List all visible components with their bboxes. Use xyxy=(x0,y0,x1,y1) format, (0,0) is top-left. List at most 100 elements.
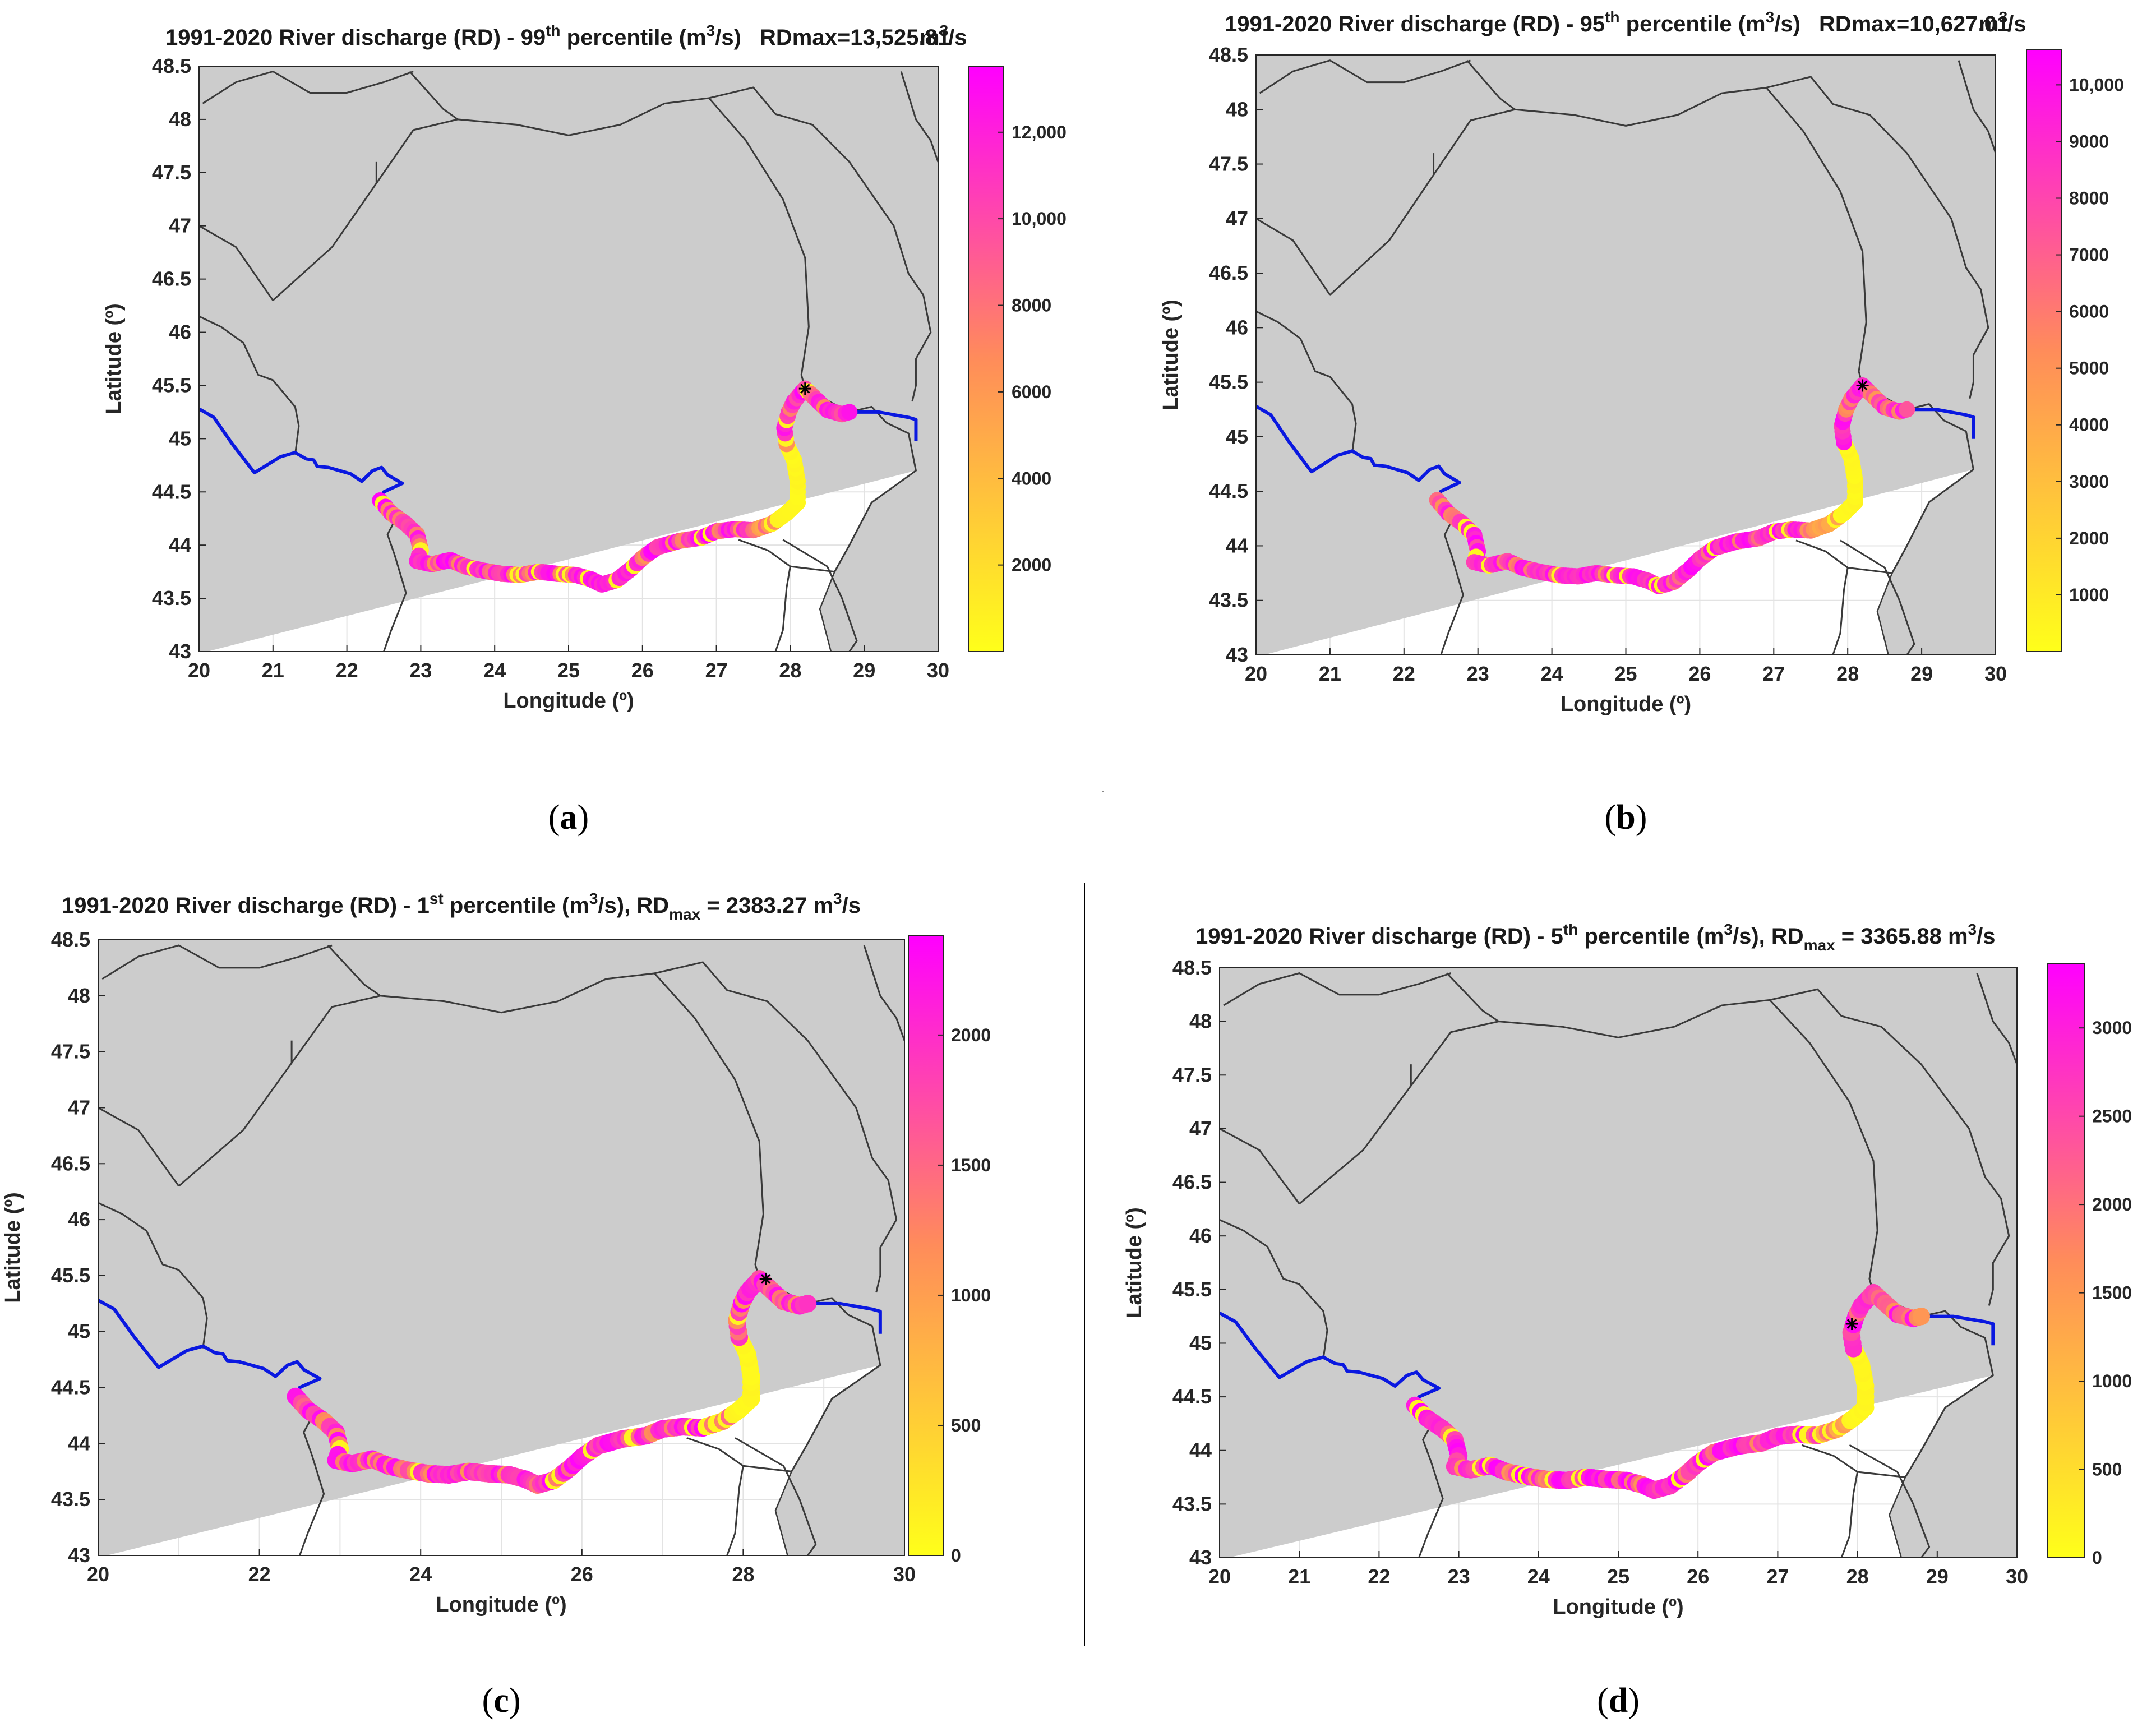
colorbar-tick-label: 0 xyxy=(2092,1548,2102,1568)
panel-b-svg: 20 21 22 23 24 25 26 27 28 29 30 43 43.5 44 44.5 45 45.5… xyxy=(1159,8,2124,837)
colorbar-tick-label: 8000 xyxy=(2069,188,2109,208)
x-tick-label: 24 xyxy=(409,1563,432,1586)
discharge-point xyxy=(1899,401,1915,418)
discharge-point xyxy=(798,1295,817,1313)
discharge-points xyxy=(1429,377,1915,594)
y-tick-label: 47 xyxy=(68,1096,90,1119)
x-tick-label: 22 xyxy=(1368,1565,1390,1588)
country-borders xyxy=(199,70,938,652)
map-layer xyxy=(199,66,938,652)
y-tick-label: 46.5 xyxy=(1172,1171,1212,1194)
y-tick-label: 45 xyxy=(1226,425,1248,448)
y-tick-label: 48.5 xyxy=(51,928,90,951)
x-tick-label: 22 xyxy=(248,1563,271,1586)
x-tick-label: 21 xyxy=(1288,1565,1310,1588)
y-tick-label: 46 xyxy=(1189,1224,1212,1247)
x-tick-label: 29 xyxy=(1926,1565,1949,1588)
x-tick-label: 20 xyxy=(1245,662,1267,685)
river-west-segment xyxy=(1256,404,1461,501)
x-tick-label: 26 xyxy=(631,659,654,682)
colorbar xyxy=(908,935,944,1556)
colorbar-tick-label: 4000 xyxy=(1012,468,1051,488)
river-east-segment xyxy=(1921,1314,1995,1346)
stray-dot xyxy=(1102,791,1104,792)
discharge-point xyxy=(1912,1307,1931,1326)
x-tick-label: 20 xyxy=(87,1563,109,1586)
y-axis-label: Latitude (º) xyxy=(1159,299,1183,410)
y-tick-label: 46 xyxy=(1226,316,1248,339)
x-tick-label: 20 xyxy=(1208,1565,1231,1588)
colorbar-tick-label: 2000 xyxy=(2092,1194,2132,1215)
x-tick-label: 27 xyxy=(1766,1565,1789,1588)
x-axis-label: Longitude (º) xyxy=(1561,692,1691,716)
discharge-points xyxy=(287,1270,817,1494)
colorbar xyxy=(968,66,1004,652)
panel-d-svg: 20 21 22 23 24 25 26 27 28 29 30 43 43.5 44 44.5 45 45.5… xyxy=(1123,921,2132,1720)
colorbar-tick-label: 2000 xyxy=(951,1025,991,1045)
x-tick-label: 30 xyxy=(893,1563,916,1586)
y-tick-label: 43.5 xyxy=(1172,1492,1212,1515)
y-axis-label: Latitude (º) xyxy=(102,303,126,414)
map-layer xyxy=(1256,55,1996,655)
x-tick-label: 28 xyxy=(1846,1565,1869,1588)
x-tick-label: 30 xyxy=(2006,1565,2028,1588)
colorbar-tick-label: 1000 xyxy=(2092,1371,2132,1391)
y-tick-label: 47.5 xyxy=(51,1040,90,1063)
x-tick-label: 22 xyxy=(336,659,358,682)
y-tick-label: 48.5 xyxy=(1172,956,1212,979)
panel-a: 20 21 22 23 24 25 26 27 28 29 30 43 43.5 44 44.5 45 45.5… xyxy=(0,0,1078,868)
panel-b: 20 21 22 23 24 25 26 27 28 29 30 43 43.5 44 44.5 45 45.5… xyxy=(1078,0,2155,868)
colorbar-tick-label: 6000 xyxy=(2069,302,2109,322)
y-tick-label: 48 xyxy=(1189,1010,1212,1033)
colorbar-tick-label: 12,000 xyxy=(1012,122,1067,142)
river-west-segment xyxy=(98,1299,322,1397)
y-tick-label: 45.5 xyxy=(152,373,191,396)
y-tick-label: 47.5 xyxy=(152,161,191,184)
colorbar-tick-label: 3000 xyxy=(2092,1018,2132,1038)
river-west-segment xyxy=(199,407,404,501)
x-tick-label: 26 xyxy=(1687,1565,1709,1588)
x-tick-label: 25 xyxy=(1607,1565,1629,1588)
y-tick-label: 43 xyxy=(1189,1546,1212,1569)
x-axis-label: Longitude (º) xyxy=(1553,1595,1683,1619)
colorbar xyxy=(2047,963,2085,1558)
y-tick-label: 45 xyxy=(68,1320,90,1343)
colorbar-tick-label: 7000 xyxy=(2069,245,2109,265)
chart-title: 1991-2020 River discharge (RD) - 99th pe… xyxy=(165,22,741,50)
x-tick-label: 26 xyxy=(1688,662,1711,685)
panel-caption: (b) xyxy=(1605,798,1647,837)
x-tick-label: 22 xyxy=(1393,662,1415,685)
country-borders xyxy=(1256,59,1996,655)
rd-max-label: RDmax=10,627.01 xyxy=(1819,12,2009,36)
panel-caption: (d) xyxy=(1597,1682,1640,1720)
river-west-segment xyxy=(1220,1312,1441,1406)
x-tick-label: 20 xyxy=(188,659,210,682)
x-tick-label: 25 xyxy=(557,659,580,682)
panel-caption: (a) xyxy=(548,798,589,837)
y-axis-label: Latitude (º) xyxy=(1123,1207,1146,1318)
y-tick-label: 43.5 xyxy=(51,1488,90,1511)
panel-c-svg: 20 22 24 26 28 30 43 43.5 44 44.5 45 45.5 46 46.5 47 47… xyxy=(1,890,991,1720)
colorbar-tick-label: 0 xyxy=(951,1545,961,1566)
y-tick-label: 47 xyxy=(1226,207,1248,230)
y-axis-label: Latitude (º) xyxy=(1,1192,25,1303)
x-tick-label: 28 xyxy=(732,1563,754,1586)
rd-max-unit: m3/s xyxy=(920,22,967,50)
x-axis-label: Longitude (º) xyxy=(503,689,634,713)
y-tick-label: 46.5 xyxy=(152,267,191,290)
colorbar-tick-label: 10,000 xyxy=(1012,209,1067,229)
y-tick-label: 44.5 xyxy=(51,1376,90,1399)
y-tick-label: 46 xyxy=(169,321,191,344)
y-tick-label: 43 xyxy=(68,1544,90,1567)
panel-c: 20 22 24 26 28 30 43 43.5 44 44.5 45 45.5 46 46.5 47 47… xyxy=(0,868,1078,1736)
river-east-segment xyxy=(849,410,918,441)
colorbar-tick-label: 1000 xyxy=(951,1285,991,1305)
y-tick-label: 47 xyxy=(169,214,191,237)
y-tick-label: 46 xyxy=(68,1208,90,1231)
rd-max-label: RDmax=13,525.81 xyxy=(760,25,950,50)
y-tick-label: 48 xyxy=(1226,98,1248,121)
max-marker xyxy=(798,382,811,395)
y-tick-label: 44.5 xyxy=(1172,1385,1212,1408)
x-tick-label: 23 xyxy=(1448,1565,1470,1588)
discharge-point xyxy=(841,404,858,421)
